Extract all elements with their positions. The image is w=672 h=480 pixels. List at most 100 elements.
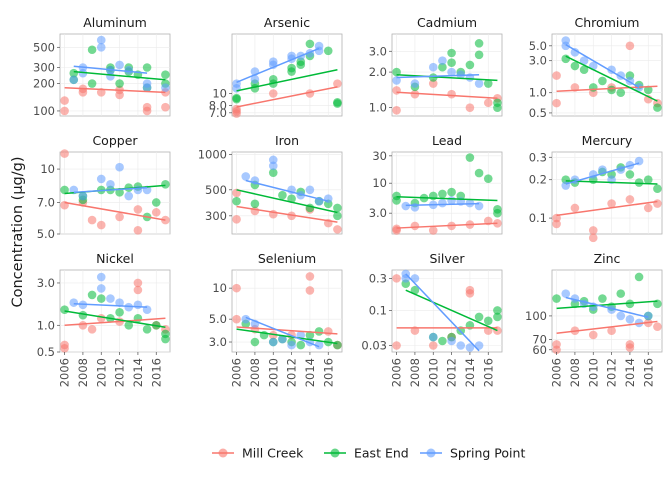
trend-line-mill-creek <box>236 326 338 335</box>
legend-entry-east-end: East End <box>324 446 409 461</box>
data-point-mill-creek <box>465 103 475 112</box>
x-tick-label: 2008 <box>408 358 422 387</box>
data-point-spring-point <box>438 198 447 208</box>
x-tick-label: 2016 <box>149 358 163 387</box>
y-tick-label: 70 <box>532 333 547 347</box>
trend-line-spring-point <box>73 302 148 308</box>
x-tick-label: 2006 <box>230 358 244 387</box>
y-tick-label: 500 <box>205 183 227 197</box>
data-point-mill-creek <box>570 203 580 213</box>
legend: Mill Creek East End Spring Point <box>212 446 525 461</box>
trend-line-mill-creek <box>556 200 658 217</box>
data-point-mill-creek <box>588 330 598 340</box>
data-point-mill-creek <box>552 98 561 108</box>
data-point-east-end <box>296 340 306 350</box>
data-point-spring-point <box>268 161 278 171</box>
x-tick-label: 2012 <box>285 358 299 387</box>
trend-line-east-end <box>556 300 658 310</box>
trend-line-mill-creek <box>236 86 338 108</box>
y-tick-label: 7.0 <box>37 195 55 209</box>
data-point-mill-creek <box>392 274 401 283</box>
data-point-east-end <box>474 50 484 60</box>
data-point-spring-point <box>410 202 420 212</box>
data-point-east-end <box>278 190 287 200</box>
panel-title: Mercury <box>582 133 633 148</box>
data-point-mill-creek <box>87 325 97 334</box>
data-point-spring-point <box>78 191 88 201</box>
data-point-east-end <box>483 79 493 88</box>
data-point-spring-point <box>278 334 287 344</box>
data-point-spring-point <box>438 56 447 65</box>
panel-title: Iron <box>275 133 299 148</box>
data-point-east-end <box>115 79 124 88</box>
data-point-mill-creek <box>643 203 653 213</box>
y-tick-label: 1.0 <box>369 101 387 115</box>
data-point-spring-point <box>465 198 475 208</box>
data-point-spring-point <box>69 298 79 307</box>
data-point-east-end <box>333 211 342 221</box>
y-tick-label: 0.5 <box>529 106 547 120</box>
data-point-mill-creek <box>410 89 420 99</box>
data-point-east-end <box>493 306 502 315</box>
data-point-mill-creek <box>96 220 106 230</box>
y-tick-label: 2.0 <box>369 65 387 79</box>
data-point-mill-creek <box>552 340 561 349</box>
data-point-mill-creek <box>60 149 69 158</box>
panel-cadmium: Cadmium 1.0 2.0 3.0 <box>369 15 503 117</box>
data-point-east-end <box>268 168 278 177</box>
data-point-east-end <box>161 334 170 344</box>
panel-title: Arsenic <box>264 15 310 30</box>
data-point-east-end <box>287 67 296 76</box>
data-point-spring-point <box>106 72 115 81</box>
panel-arsenic: Arsenic 7.08.010 <box>209 15 343 120</box>
data-point-spring-point <box>287 340 296 350</box>
data-point-mill-creek <box>287 211 296 221</box>
data-point-mill-creek <box>552 71 561 80</box>
data-point-east-end <box>142 63 152 72</box>
x-tick-label: 2016 <box>641 358 655 387</box>
data-point-mill-creek <box>133 285 143 295</box>
data-point-mill-creek <box>410 221 420 231</box>
data-point-east-end <box>493 312 502 322</box>
data-point-spring-point <box>456 341 466 350</box>
data-point-spring-point <box>598 165 607 174</box>
data-point-spring-point <box>392 76 401 85</box>
y-tick-label: 100 <box>525 309 547 323</box>
y-tick-label: 0.1 <box>529 211 547 225</box>
data-point-east-end <box>447 187 456 197</box>
data-point-mill-creek <box>653 199 662 208</box>
x-tick-label: 2010 <box>94 358 108 387</box>
data-point-east-end <box>616 88 626 98</box>
panel-background <box>59 269 171 353</box>
data-point-spring-point <box>106 294 115 303</box>
data-point-east-end <box>483 174 493 183</box>
x-tick-label: 2010 <box>426 358 440 387</box>
data-point-east-end <box>493 103 502 112</box>
data-point-mill-creek <box>232 314 241 324</box>
data-point-east-end <box>87 45 97 55</box>
data-point-mill-creek <box>625 195 635 204</box>
data-point-east-end <box>333 99 342 108</box>
y-tick-label: 0.03 <box>361 338 387 352</box>
data-point-east-end <box>96 294 106 303</box>
data-point-spring-point <box>96 272 106 282</box>
y-tick-label: 10 <box>212 86 227 100</box>
y-tick-label: 100 <box>33 104 55 118</box>
trend-line-spring-point <box>405 273 480 352</box>
data-point-east-end <box>124 320 134 330</box>
data-point-east-end <box>607 85 616 95</box>
x-tick-label: 2012 <box>113 358 127 387</box>
x-tick-label: 2006 <box>390 358 404 387</box>
y-tick-label: 500 <box>33 40 55 54</box>
data-point-spring-point <box>447 196 456 205</box>
data-point-mill-creek <box>653 322 662 331</box>
data-point-east-end <box>493 208 502 218</box>
data-point-east-end <box>142 325 152 334</box>
data-point-east-end <box>438 336 447 346</box>
data-point-east-end <box>561 54 571 64</box>
panel-title: Chromium <box>575 15 640 30</box>
data-point-east-end <box>653 103 662 112</box>
data-point-spring-point <box>447 336 456 346</box>
data-point-spring-point <box>465 343 475 352</box>
data-point-spring-point <box>305 185 315 195</box>
